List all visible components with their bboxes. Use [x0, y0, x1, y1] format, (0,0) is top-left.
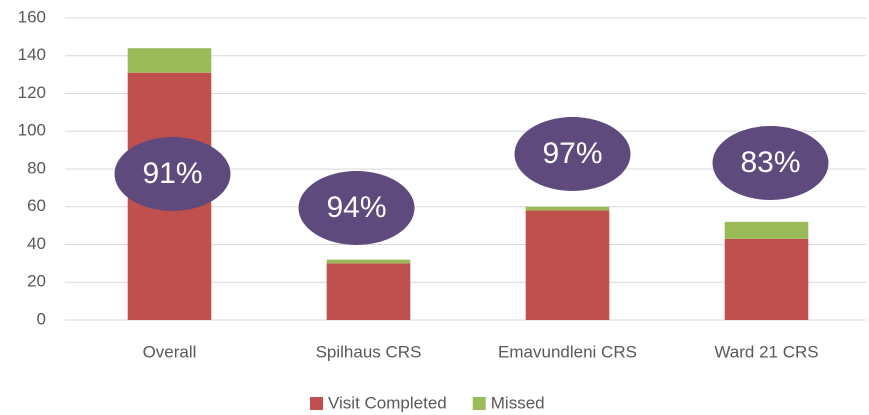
legend-label: Missed — [491, 393, 545, 412]
y-tick-label: 0 — [37, 309, 46, 328]
bar-segment — [326, 263, 411, 320]
x-tick-label: Emavundleni CRS — [498, 342, 637, 361]
legend-swatch — [310, 397, 323, 410]
x-tick-label: Overall — [143, 342, 197, 361]
bar-segment — [724, 238, 809, 320]
bar-segment — [525, 210, 610, 320]
bar-segment — [326, 259, 411, 264]
y-tick-label: 100 — [18, 121, 46, 140]
y-tick-label: 140 — [18, 45, 46, 64]
y-tick-label: 160 — [18, 7, 46, 26]
annotation-bubble — [114, 137, 231, 211]
y-tick-label: 80 — [27, 158, 46, 177]
x-tick-label: Spilhaus CRS — [316, 342, 422, 361]
x-tick-label: Ward 21 CRS — [714, 342, 818, 361]
annotation: 94% — [326, 191, 386, 224]
y-tick-label: 40 — [27, 234, 46, 253]
y-tick-label: 120 — [18, 83, 46, 102]
annotation-bubble — [298, 171, 415, 245]
bar-segment — [525, 206, 610, 211]
y-tick-label: 60 — [27, 196, 46, 215]
annotation: 91% — [142, 157, 202, 190]
y-tick-label: 20 — [27, 272, 46, 291]
legend-swatch — [472, 397, 486, 410]
legend-label: Visit Completed — [328, 393, 447, 412]
annotation-bubble — [712, 126, 829, 200]
annotation: 97% — [542, 137, 602, 170]
annotation-bubble — [514, 117, 631, 191]
annotation: 83% — [740, 146, 800, 179]
bar-segment — [724, 221, 809, 239]
bar-segment — [127, 48, 212, 73]
